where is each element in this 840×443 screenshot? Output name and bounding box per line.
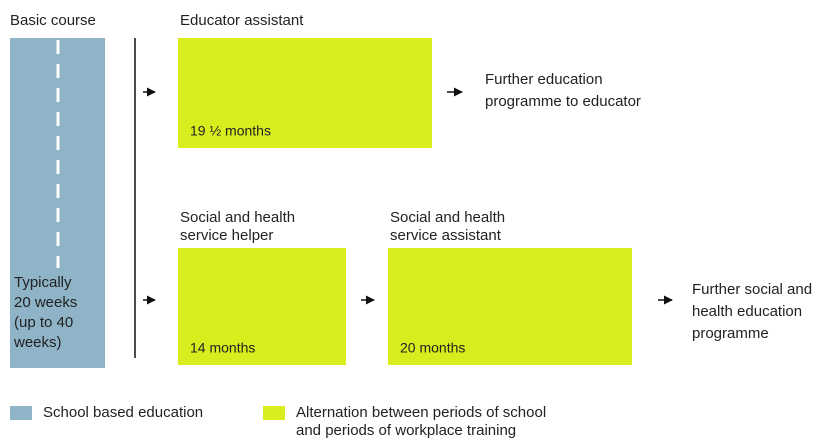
duration-line: Typically (14, 274, 72, 291)
basic-course-title: Basic course (10, 12, 96, 29)
programme-title: service assistant (390, 227, 502, 244)
programme-duration: 20 months (400, 340, 465, 356)
basic-course-duration: Typically 20 weeks (up to 40 weeks) (13, 274, 77, 351)
duration-line: (up to 40 (14, 314, 73, 331)
programme-title: Social and health (180, 209, 295, 226)
content: Educator assistant 19 ½ months Social and … (10, 12, 812, 439)
programme-title: Social and health (390, 209, 505, 226)
programme-block (388, 248, 632, 365)
legend-label: Alternation between periods of school (296, 404, 546, 421)
outcome-text: health education (692, 303, 802, 320)
programme-duration: 19 ½ months (190, 123, 271, 139)
legend-swatch (10, 406, 32, 420)
programme-block (178, 248, 346, 365)
programme-title: service helper (180, 227, 273, 244)
legend-label: School based education (43, 404, 203, 421)
programme-duration: 14 months (190, 340, 255, 356)
legend-label: and periods of workplace training (296, 422, 516, 439)
outcome-text: Further education (485, 71, 603, 88)
legend-swatch (263, 406, 285, 420)
outcome-text: programme to educator (485, 93, 641, 110)
outcome-text: Further social and (692, 281, 812, 298)
duration-line: weeks) (13, 334, 62, 351)
programme-block (178, 38, 432, 148)
outcome-text: programme (692, 325, 769, 342)
duration-line: 20 weeks (14, 294, 77, 311)
programme-title: Educator assistant (180, 12, 304, 29)
